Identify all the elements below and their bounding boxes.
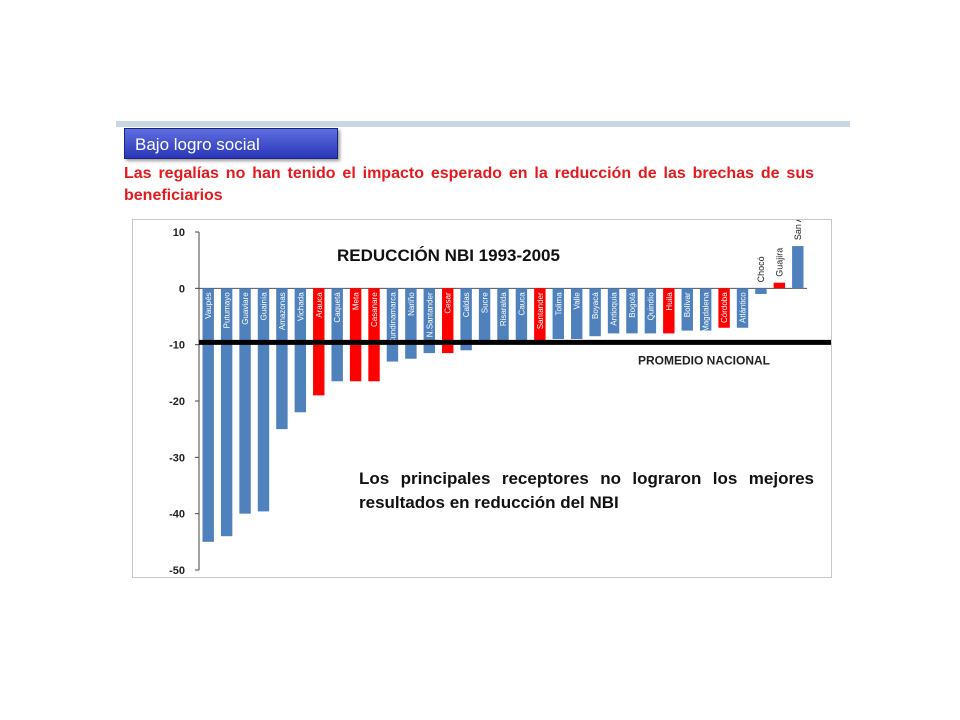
bar-15 [478,288,491,345]
bar-11 [405,288,417,359]
chart-frame: 10 0 -10 -20 -30 -40 -50 Vaupés Putumayo Guaviar… [132,219,832,578]
reference-line-label: PROMEDIO NACIONAL [638,353,770,367]
category-label: Antioquia [610,292,619,326]
bar-21 [589,288,601,337]
bar-23 [626,288,638,334]
category-label: Amazonas [278,292,287,330]
chart-title: REDUCCIÓN NBI 1993-2005 [337,246,560,265]
y-tick-label: -50 [169,565,185,577]
bar-3 [257,288,270,512]
bar-13 [442,288,454,354]
bar-9 [368,288,380,382]
category-label: Putumayo [223,292,232,329]
category-label: Meta [352,292,361,310]
category-label: Caldas [462,292,471,317]
category-label: Casanare [370,292,379,327]
category-label: Bolívar [683,292,692,317]
bar-17 [515,288,528,345]
category-label: Huila [665,292,674,311]
category-label: Arauca [315,292,324,318]
y-tick-label: -40 [169,509,185,521]
bar-19 [552,288,564,340]
category-label: Valle [573,292,582,310]
bar-31 [773,282,786,289]
bar-14 [460,288,472,351]
y-tick-label: -30 [169,452,185,464]
bar-27 [699,288,712,331]
bar-8 [349,288,362,382]
y-tick-label: 0 [179,283,185,295]
slide-subtitle: Las regalías no han tenido el impacto es… [124,165,814,204]
category-label: Guainía [259,292,268,321]
category-labels-layer: Vaupés Putumayo Guaviare Guainía Amazonas Vic… [204,220,803,344]
bar-30 [755,288,767,294]
category-label: Risaralda [499,292,508,326]
annotation-box: Los principales receptores no lograron l… [359,469,814,512]
bar-12 [423,288,436,354]
bar-10 [386,288,399,362]
category-label: Caquetá [333,292,342,323]
category-label: Guaviare [241,292,250,325]
category-label: Cauca [517,292,526,316]
category-label: Cesar [444,292,453,314]
bar-18 [534,288,546,342]
bar-20 [570,288,583,340]
nbi-bar-chart: 10 0 -10 -20 -30 -40 -50 Vaupés Putumayo Guaviar… [169,220,831,577]
bar-4 [276,288,288,430]
y-tick-label: 10 [173,227,185,239]
y-tick-label: -10 [169,340,185,352]
bar-25 [663,288,675,334]
bar-16 [497,288,509,345]
category-label: Vaupés [204,292,213,319]
category-label: San Andrés [793,220,803,240]
category-label: Magdalena [702,292,711,332]
bar-29 [736,288,749,328]
category-label: Santander [536,292,545,329]
bar-24 [644,288,657,334]
bar-1 [220,288,233,537]
category-label: Tolima [554,292,563,316]
chart-annotation: Los principales receptores no lograron l… [359,469,814,512]
category-label: Boyacá [591,292,600,319]
category-label: N.Santander [425,292,434,337]
category-label: Bogotá [628,292,637,318]
top-divider [116,121,850,127]
category-label: Guajira [774,248,784,277]
category-label: Quindío [646,292,655,321]
category-label: Cundinamarca [388,292,397,345]
bar-26 [681,288,693,331]
bar-22 [607,288,620,334]
y-tick-label: -20 [169,396,185,408]
bar-2 [239,288,251,514]
bar-0 [202,288,214,542]
category-label: Vichada [296,292,305,321]
section-tag: Bajo logro social [124,128,338,159]
category-label: Chocó [756,256,766,282]
bar-7 [331,288,343,382]
category-label: Nariño [407,292,416,316]
category-label: Sucre [481,292,490,313]
category-label: Atlántico [739,292,748,323]
bar-28 [718,288,730,328]
bar-5 [294,288,307,413]
bar-32 [792,246,804,289]
category-label: Córdoba [720,292,729,323]
